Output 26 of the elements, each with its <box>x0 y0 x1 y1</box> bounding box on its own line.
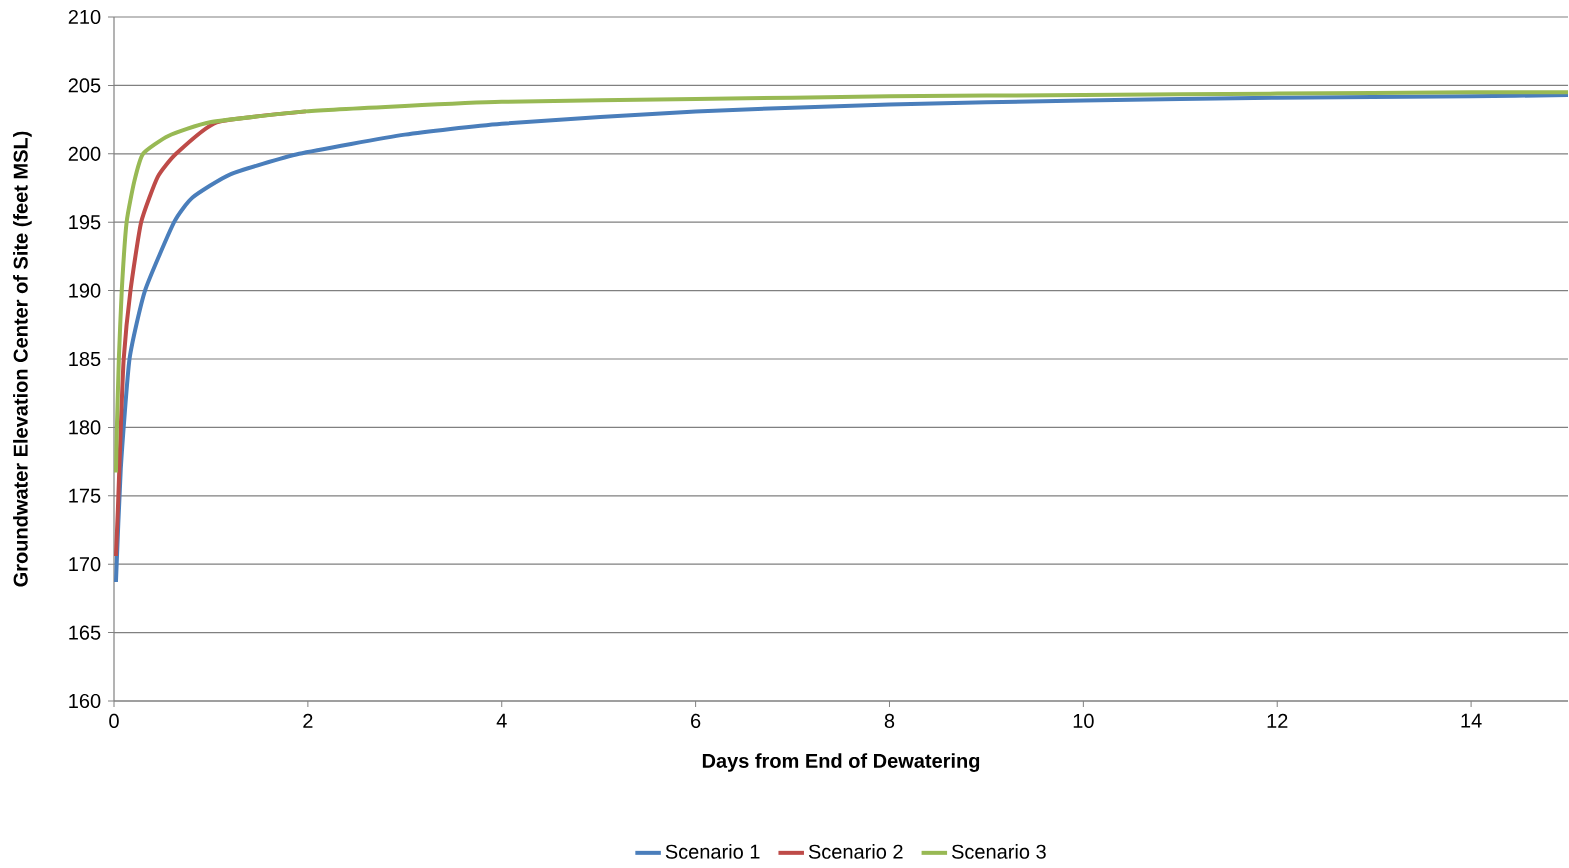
y-tick-label: 160 <box>69 693 101 709</box>
line-series <box>114 90 1569 475</box>
y-tick-label: 210 <box>68 9 101 25</box>
y-tick-label: 175 <box>69 488 101 503</box>
y-tick-label: 185 <box>69 351 101 367</box>
x-tick-label: 14 <box>1461 713 1482 728</box>
y-tick-label: 180 <box>69 420 101 435</box>
x-tick-label: 4 <box>496 713 507 728</box>
x-tick-label: 12 <box>1267 713 1288 728</box>
x-tick-label: 10 <box>1073 713 1094 729</box>
y-tick-label: 190 <box>69 283 101 298</box>
y-tick-label: 205 <box>68 78 101 93</box>
y-axis-title: Groundwater Elevation Center of Site (feet MSL) <box>13 131 32 587</box>
legend-label: Scenario 3 <box>951 844 1046 859</box>
legend-label: Scenario 1 <box>665 844 760 859</box>
x-tick-label: 2 <box>303 713 313 728</box>
x-tick-label: 8 <box>884 713 895 729</box>
line-series <box>114 92 1569 584</box>
y-tick-label: 170 <box>69 557 101 572</box>
x-tick-label: 6 <box>691 713 701 729</box>
x-axis-title: Days from End of Dewatering <box>702 753 980 772</box>
y-tick-label: 165 <box>69 625 101 640</box>
y-tick-label: 195 <box>69 215 101 230</box>
y-tick-label: 200 <box>68 146 101 161</box>
x-tick-label: 0 <box>109 713 119 729</box>
legend-label: Scenario 2 <box>808 844 903 859</box>
